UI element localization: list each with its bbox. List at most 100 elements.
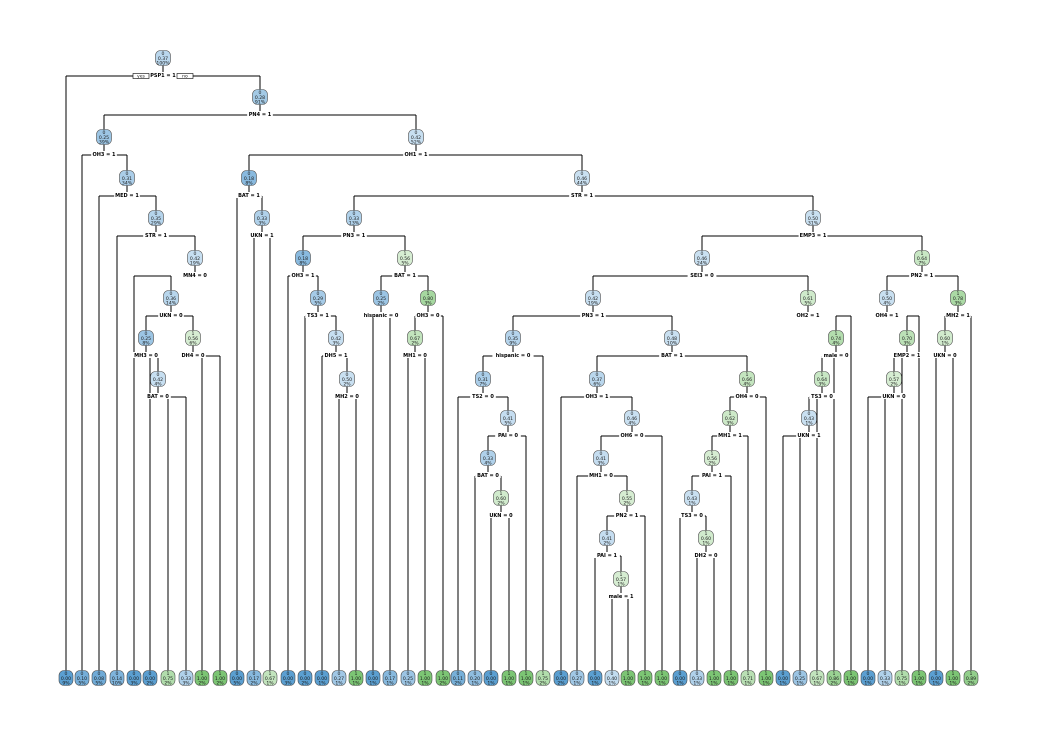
node-n35-box bbox=[593, 450, 609, 466]
leaf-39-percent: 1% bbox=[710, 681, 718, 687]
node-n11-box bbox=[408, 129, 424, 145]
split-n38-bg bbox=[606, 593, 636, 599]
leaf-31: 00.271% bbox=[569, 670, 585, 687]
node-n38: 10.571% bbox=[613, 571, 629, 588]
leaf-51-percent: 1% bbox=[915, 681, 923, 687]
split-n4: MED = 1 bbox=[115, 193, 139, 199]
leaf-19: 00.001% bbox=[365, 670, 381, 687]
leaf-27: 11.001% bbox=[501, 670, 517, 687]
leaf-48: 00.001% bbox=[860, 670, 876, 687]
node-n4-prob: 0.31 bbox=[122, 176, 132, 182]
node-n45-prob: 0.74 bbox=[831, 336, 841, 342]
node-n37: 00.412% bbox=[599, 530, 615, 547]
leaf-23-class: 1 bbox=[442, 671, 445, 677]
leaf-3: 00.085% bbox=[91, 670, 107, 687]
node-n12-box bbox=[241, 170, 257, 186]
leaf-4-box bbox=[109, 670, 125, 686]
node-n47: 00.431% bbox=[801, 410, 817, 427]
leaf-30: 00.002% bbox=[553, 670, 569, 687]
leaf-47-class: 1 bbox=[850, 671, 853, 677]
node-n19: 00.502% bbox=[339, 371, 355, 388]
node-n13-class: 0 bbox=[261, 211, 264, 217]
split-n17: TS3 = 1 bbox=[307, 313, 329, 319]
leaf-52-class: 0 bbox=[935, 671, 938, 677]
leaf-18-prob: 1.00 bbox=[351, 676, 361, 682]
leaf-44-class: 0 bbox=[799, 671, 802, 677]
leaf-29-class: 1 bbox=[542, 671, 545, 677]
node-n27-class: 0 bbox=[512, 331, 515, 337]
split-n52: MH2 = 1 bbox=[946, 313, 970, 319]
leaf-30-class: 0 bbox=[560, 671, 563, 677]
split-n15-bg bbox=[341, 232, 367, 238]
leaf-38-prob: 0.33 bbox=[692, 676, 702, 682]
leaf-6: 00.002% bbox=[142, 670, 158, 687]
node-n8-box bbox=[138, 330, 154, 346]
node-n23-class: 1 bbox=[414, 331, 417, 337]
node-n33-box bbox=[589, 371, 605, 387]
node-n50-box bbox=[899, 330, 915, 346]
node-n18-prob: 0.42 bbox=[331, 336, 341, 342]
leaf-38-class: 0 bbox=[696, 671, 699, 677]
split-n30: BAT = 0 bbox=[477, 473, 499, 479]
leaf-36-box bbox=[654, 670, 670, 686]
leaf-46-prob: 0.86 bbox=[829, 676, 839, 682]
node-n35-class: 0 bbox=[600, 451, 603, 457]
leaf-44: 00.251% bbox=[792, 670, 808, 687]
node-n30: 00.334% bbox=[480, 450, 496, 467]
node-n6-class: 0 bbox=[194, 251, 197, 257]
leaf-40: 11.001% bbox=[723, 670, 739, 687]
leaf-28-prob: 1.00 bbox=[521, 676, 531, 682]
leaf-33-percent: 1% bbox=[608, 681, 616, 687]
leaf-22-prob: 1.00 bbox=[420, 676, 430, 682]
node-n46-prob: 0.64 bbox=[817, 377, 827, 383]
leaf-42-prob: 1.00 bbox=[761, 676, 771, 682]
leaf-2-class: 0 bbox=[81, 671, 84, 677]
node-n52-percent: 3% bbox=[954, 301, 962, 307]
leaf-27-box bbox=[501, 670, 517, 686]
leaf-38-box bbox=[689, 670, 705, 686]
leaf-30-percent: 2% bbox=[557, 681, 565, 687]
leaf-36-prob: 1.00 bbox=[657, 676, 667, 682]
node-n51-box bbox=[886, 371, 902, 387]
split-n27-bg bbox=[492, 352, 534, 358]
split-n53-bg bbox=[932, 352, 958, 358]
node-n8-class: 0 bbox=[145, 331, 148, 337]
node-n29-percent: 5% bbox=[504, 421, 512, 427]
node-n13-prob: 0.33 bbox=[257, 216, 267, 222]
node-n29-box bbox=[500, 410, 516, 426]
split-n36: PN2 = 1 bbox=[616, 513, 639, 519]
leaf-6-prob: 0.00 bbox=[145, 676, 155, 682]
leaf-11: 00.005% bbox=[229, 670, 245, 687]
node-n28-box bbox=[475, 371, 491, 387]
node-n17-box bbox=[310, 290, 326, 306]
leaf-41-class: 1 bbox=[747, 671, 750, 677]
node-n26-class: 0 bbox=[592, 291, 595, 297]
node-n16-prob: 0.18 bbox=[298, 256, 308, 262]
leaf-16-percent: 1% bbox=[318, 681, 326, 687]
leaf-18-percent: 1% bbox=[352, 681, 360, 687]
split-n2-bg bbox=[247, 111, 273, 117]
node-n31-percent: 2% bbox=[497, 501, 505, 507]
leaf-8-class: 0 bbox=[185, 671, 188, 677]
node-n2-percent: 91% bbox=[255, 100, 266, 106]
leaf-31-prob: 0.27 bbox=[572, 676, 582, 682]
node-n8: 00.258% bbox=[138, 330, 154, 347]
leaf-13-percent: 1% bbox=[266, 681, 274, 687]
leaf-34-percent: 1% bbox=[624, 681, 632, 687]
leaf-49-percent: 1% bbox=[881, 681, 889, 687]
node-n16-box bbox=[295, 250, 311, 266]
node-n22: 10.803% bbox=[420, 290, 436, 307]
leaf-51-prob: 1.00 bbox=[914, 676, 924, 682]
leaf-48-percent: 1% bbox=[864, 681, 872, 687]
leaf-33-prob: 0.40 bbox=[607, 676, 617, 682]
node-n49-prob: 0.50 bbox=[882, 296, 892, 302]
node-n25-box bbox=[694, 250, 710, 266]
split-n16: OH3 = 1 bbox=[291, 273, 315, 279]
node-n7-percent: 14% bbox=[166, 301, 177, 307]
leaf-46-box bbox=[826, 670, 842, 686]
split-n29-bg bbox=[495, 432, 521, 438]
